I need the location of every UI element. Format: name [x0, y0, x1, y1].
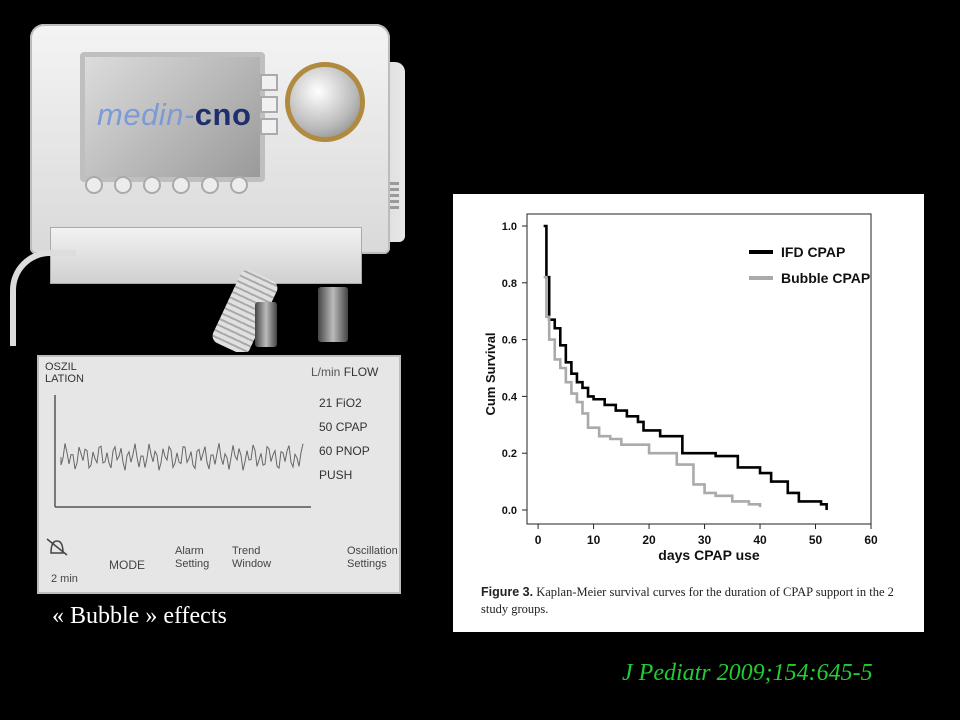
y-tick-label: 1.0 [502, 221, 517, 233]
y-tick-label: 0.8 [502, 278, 517, 290]
x-tick-label: 20 [642, 533, 656, 547]
y-tick-label: 0.0 [502, 505, 517, 517]
cpap-row: 50 CPAP [319, 420, 368, 434]
flow-label: L/min FLOW [311, 365, 379, 379]
device-logo: medin-cno [97, 97, 252, 132]
ventilator-display-photo: OSZIL LATION L/min FLOW 21 FiO2 50 CPAP … [37, 355, 401, 594]
oxygen-tube [10, 250, 76, 346]
km-chart-panel: 0.0 0.2 0.4 0.6 0.8 1.0 0 10 20 30 40 50 60 IFD CPAP… [453, 194, 924, 632]
legend-label: IFD CPAP [781, 244, 845, 260]
device-buttons [85, 176, 259, 199]
series-line-bubble-cpap [543, 275, 762, 508]
oscillation-settings-button: Oscillation Settings [347, 545, 398, 570]
device-body: medin-cno [30, 24, 390, 254]
alarm-setting-button: Alarm Setting [175, 545, 210, 570]
alarm-bell-icon [46, 538, 68, 556]
x-tick-label: 40 [753, 533, 767, 547]
km-chart: 0.0 0.2 0.4 0.6 0.8 1.0 0 10 20 30 40 50 60 IFD CPAP… [483, 213, 878, 563]
citation: J Pediatr 2009;154:645-5 [622, 660, 873, 686]
device-screen: medin-cno [80, 52, 265, 182]
figure-caption: Figure 3. Kaplan-Meier survival curves f… [481, 584, 911, 618]
y-tick-label: 0.2 [502, 448, 517, 460]
setting-rows: 21 FiO2 50 CPAP 60 PNOP PUSH [319, 395, 395, 491]
plot-frame [526, 213, 872, 525]
device-front-panel [50, 227, 362, 284]
pnop-row: 60 PNOP [319, 444, 370, 458]
display-bottom-bar: 2 min MODE Alarm Setting Trend Window Os… [47, 545, 398, 589]
fio2-row: 21 FiO2 [319, 396, 362, 410]
device-side-keys [260, 74, 282, 140]
device-knob [285, 62, 365, 142]
bubble-effects-caption: « Bubble » effects [52, 603, 227, 629]
mode-button: MODE [109, 558, 145, 572]
connector-right [318, 287, 348, 342]
figure-label: Figure 3. [481, 585, 534, 599]
device-photo: medin-cno [0, 22, 410, 352]
legend-label: Bubble CPAP [781, 270, 870, 286]
y-axis-label: Cum Survival [483, 332, 498, 415]
y-tick-label: 0.6 [502, 335, 517, 347]
x-tick-label: 0 [535, 533, 542, 547]
x-tick-label: 30 [698, 533, 712, 547]
push-row: PUSH [319, 468, 353, 482]
series-line-ifd-cpap [543, 224, 828, 510]
x-tick-label: 60 [864, 533, 878, 547]
pressure-waveform [54, 395, 311, 508]
trend-window-button: Trend Window [232, 545, 272, 570]
connector-left [255, 302, 277, 347]
x-axis-label: days CPAP use [658, 547, 760, 563]
x-tick-label: 50 [809, 533, 823, 547]
y-tick-label: 0.4 [502, 391, 518, 403]
figure-text: Kaplan-Meier survival curves for the dur… [481, 585, 894, 616]
x-tick-label: 10 [587, 533, 601, 547]
mode-label: OSZIL LATION [45, 361, 84, 385]
alarm-time: 2 min [51, 573, 78, 585]
